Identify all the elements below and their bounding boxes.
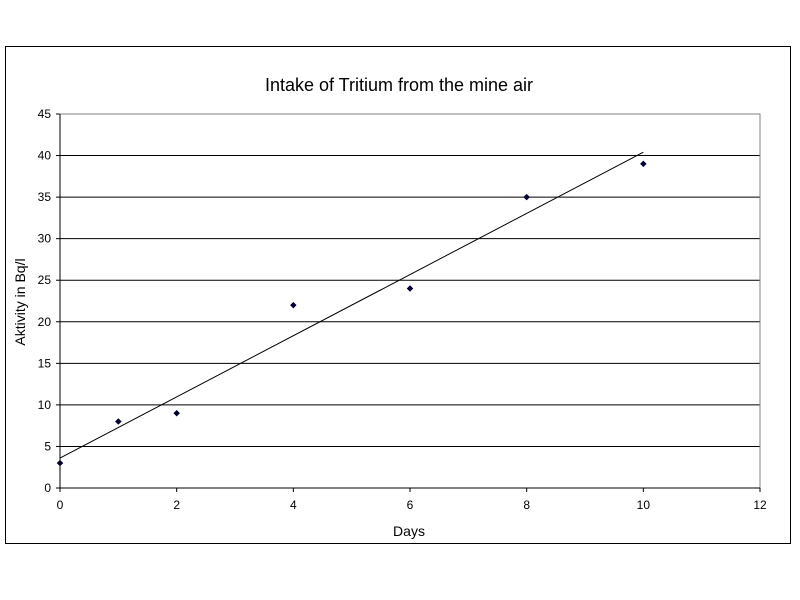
data-point-0-6 bbox=[639, 160, 647, 168]
y-tick-label-35: 35 bbox=[38, 190, 52, 204]
axes bbox=[56, 113, 761, 492]
x-axis-label: Days bbox=[393, 523, 425, 539]
x-tick-label-0: 0 bbox=[57, 498, 64, 512]
x-tick-label-2: 2 bbox=[173, 498, 180, 512]
x-tick-label-4: 4 bbox=[290, 498, 297, 512]
chart-frame: Intake of Tritium from the mine air Days… bbox=[5, 46, 791, 544]
y-tick-label-20: 20 bbox=[38, 315, 52, 329]
x-tick-label-10: 10 bbox=[637, 498, 651, 512]
trendline-layer bbox=[59, 151, 644, 459]
x-tick-label-8: 8 bbox=[523, 498, 530, 512]
data-point-0-0 bbox=[56, 459, 64, 467]
scatter-chart: Intake of Tritium from the mine air Days… bbox=[12, 75, 767, 539]
y-tick-label-40: 40 bbox=[38, 149, 52, 163]
data-point-0-1 bbox=[114, 418, 122, 425]
y-tick-label-30: 30 bbox=[38, 232, 52, 246]
data-points bbox=[56, 160, 647, 467]
x-tick-label-6: 6 bbox=[407, 498, 414, 512]
plot-area-border bbox=[59, 113, 761, 489]
data-point-0-5 bbox=[523, 193, 531, 201]
x-tick-label-12: 12 bbox=[753, 498, 767, 512]
y-tick-label-25: 25 bbox=[38, 273, 52, 287]
y-tick-label-0: 0 bbox=[44, 481, 51, 495]
y-tick-label-5: 5 bbox=[44, 439, 51, 453]
gridlines bbox=[60, 113, 760, 447]
data-point-0-3 bbox=[289, 301, 297, 309]
y-tick-label-45: 45 bbox=[38, 107, 52, 121]
y-axis-label: Aktivity in Bq/l bbox=[12, 258, 28, 345]
y-tick-label-10: 10 bbox=[38, 398, 52, 412]
chart-title: Intake of Tritium from the mine air bbox=[265, 75, 533, 95]
y-tick-label-15: 15 bbox=[38, 356, 52, 370]
tick-labels: 0 5 10 15 20 25 30 35 40 45 0 2 4 6 8 10 12 bbox=[38, 107, 767, 512]
linear-trendline bbox=[59, 151, 644, 459]
data-point-0-2 bbox=[173, 409, 181, 417]
data-point-0-4 bbox=[406, 285, 414, 292]
